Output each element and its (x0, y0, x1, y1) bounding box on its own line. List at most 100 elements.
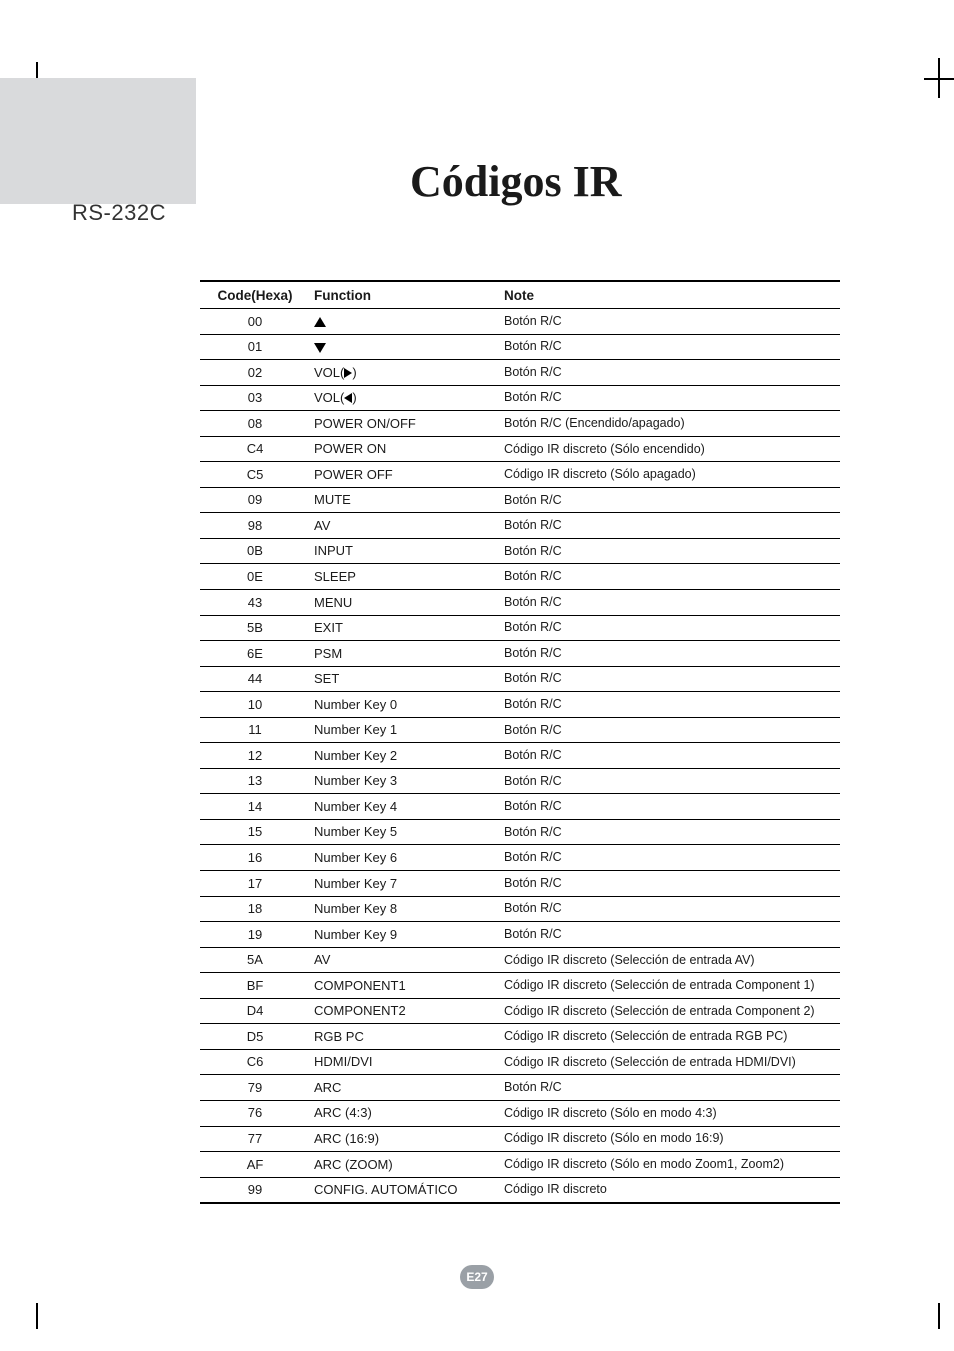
table-row: 6EPSMBotón R/C (200, 641, 840, 667)
cell-function: VOL() (310, 385, 500, 411)
table-row: 44SETBotón R/C (200, 666, 840, 692)
table-row: 0BINPUTBotón R/C (200, 538, 840, 564)
table-row: 99CONFIG. AUTOMÁTICOCódigo IR discreto (200, 1177, 840, 1203)
cell-code: D4 (200, 998, 310, 1024)
cell-function: MENU (310, 590, 500, 616)
table-row: 15Number Key 5Botón R/C (200, 819, 840, 845)
triangle-down-icon (314, 343, 326, 353)
cell-code: 12 (200, 743, 310, 769)
table-row: 11Number Key 1Botón R/C (200, 717, 840, 743)
cell-function: ARC (310, 1075, 500, 1101)
cell-code: 6E (200, 641, 310, 667)
cell-code: 15 (200, 819, 310, 845)
cell-function: Number Key 4 (310, 794, 500, 820)
cell-function (310, 334, 500, 360)
cell-code: 43 (200, 590, 310, 616)
table-row: 5AAVCódigo IR discreto (Selección de ent… (200, 947, 840, 973)
cell-function: POWER ON/OFF (310, 411, 500, 437)
table-row: AFARC (ZOOM)Código IR discreto (Sólo en … (200, 1152, 840, 1178)
cell-code: 14 (200, 794, 310, 820)
cell-function: Number Key 0 (310, 692, 500, 718)
cell-function: ARC (4:3) (310, 1100, 500, 1126)
cell-code: 09 (200, 487, 310, 513)
table-row: 03VOL()Botón R/C (200, 385, 840, 411)
table-row: 76ARC (4:3)Código IR discreto (Sólo en m… (200, 1100, 840, 1126)
cell-code: 76 (200, 1100, 310, 1126)
cell-code: 79 (200, 1075, 310, 1101)
cell-note: Botón R/C (500, 538, 840, 564)
cell-note: Botón R/C (500, 845, 840, 871)
cell-note: Botón R/C (500, 334, 840, 360)
cell-note: Botón R/C (500, 666, 840, 692)
table-row: 77ARC (16:9)Código IR discreto (Sólo en … (200, 1126, 840, 1152)
table-row: 5BEXITBotón R/C (200, 615, 840, 641)
cell-code: C6 (200, 1049, 310, 1075)
page-number-badge: E27 (460, 1265, 494, 1289)
table-row: 98AVBotón R/C (200, 513, 840, 539)
cell-note: Botón R/C (500, 641, 840, 667)
cell-note: Botón R/C (Encendido/apagado) (500, 411, 840, 437)
table-row: 43MENUBotón R/C (200, 590, 840, 616)
cell-function: COMPONENT2 (310, 998, 500, 1024)
crop-mark (938, 1303, 940, 1329)
cell-note: Botón R/C (500, 794, 840, 820)
cell-function: INPUT (310, 538, 500, 564)
col-header-function: Function (310, 281, 500, 309)
cell-note: Botón R/C (500, 309, 840, 335)
cell-code: 5B (200, 615, 310, 641)
cell-note: Código IR discreto (Selección de entrada… (500, 998, 840, 1024)
cell-function: Number Key 6 (310, 845, 500, 871)
table-row: 00Botón R/C (200, 309, 840, 335)
table-row: 13Number Key 3Botón R/C (200, 768, 840, 794)
table-row: 0ESLEEPBotón R/C (200, 564, 840, 590)
cell-function: RGB PC (310, 1024, 500, 1050)
cell-note: Botón R/C (500, 896, 840, 922)
cell-code: 16 (200, 845, 310, 871)
cell-function: POWER OFF (310, 462, 500, 488)
cell-code: BF (200, 973, 310, 999)
table-row: 08POWER ON/OFFBotón R/C (Encendido/apaga… (200, 411, 840, 437)
cell-function: Number Key 7 (310, 871, 500, 897)
table-row: C4POWER ONCódigo IR discreto (Sólo encen… (200, 436, 840, 462)
cell-code: 19 (200, 922, 310, 948)
cell-function: HDMI/DVI (310, 1049, 500, 1075)
cell-code: 10 (200, 692, 310, 718)
table-row: 01 Botón R/C (200, 334, 840, 360)
cell-code: 5A (200, 947, 310, 973)
table-row: BFCOMPONENT1Código IR discreto (Selecció… (200, 973, 840, 999)
table-header-row: Code(Hexa) Function Note (200, 281, 840, 309)
col-header-code: Code(Hexa) (200, 281, 310, 309)
cell-note: Botón R/C (500, 768, 840, 794)
cell-code: AF (200, 1152, 310, 1178)
cell-function: Number Key 1 (310, 717, 500, 743)
table-row: 10Number Key 0Botón R/C (200, 692, 840, 718)
cell-function: AV (310, 513, 500, 539)
page-title: Códigos IR (410, 156, 622, 207)
cell-note: Código IR discreto (Sólo en modo 16:9) (500, 1126, 840, 1152)
cell-note: Botón R/C (500, 692, 840, 718)
cell-function: PSM (310, 641, 500, 667)
table-row: 18Number Key 8Botón R/C (200, 896, 840, 922)
table-row: D5RGB PCCódigo IR discreto (Selección de… (200, 1024, 840, 1050)
cell-note: Botón R/C (500, 590, 840, 616)
cell-function: POWER ON (310, 436, 500, 462)
cell-function: Number Key 5 (310, 819, 500, 845)
cell-code: 01 (200, 334, 310, 360)
triangle-left-icon (344, 393, 352, 403)
cell-code: 0E (200, 564, 310, 590)
cell-note: Código IR discreto (Selección de entrada… (500, 1049, 840, 1075)
cell-note: Código IR discreto (Sólo encendido) (500, 436, 840, 462)
cell-note: Botón R/C (500, 360, 840, 386)
cell-note: Código IR discreto (500, 1177, 840, 1203)
cell-note: Botón R/C (500, 615, 840, 641)
cell-note: Código IR discreto (Selección de entrada… (500, 947, 840, 973)
cell-function: AV (310, 947, 500, 973)
crop-mark (924, 78, 954, 80)
cell-code: 44 (200, 666, 310, 692)
cell-function: CONFIG. AUTOMÁTICO (310, 1177, 500, 1203)
cell-note: Botón R/C (500, 717, 840, 743)
table-row: 12Number Key 2Botón R/C (200, 743, 840, 769)
cell-code: 17 (200, 871, 310, 897)
cell-note: Botón R/C (500, 819, 840, 845)
triangle-right-icon (344, 368, 352, 378)
